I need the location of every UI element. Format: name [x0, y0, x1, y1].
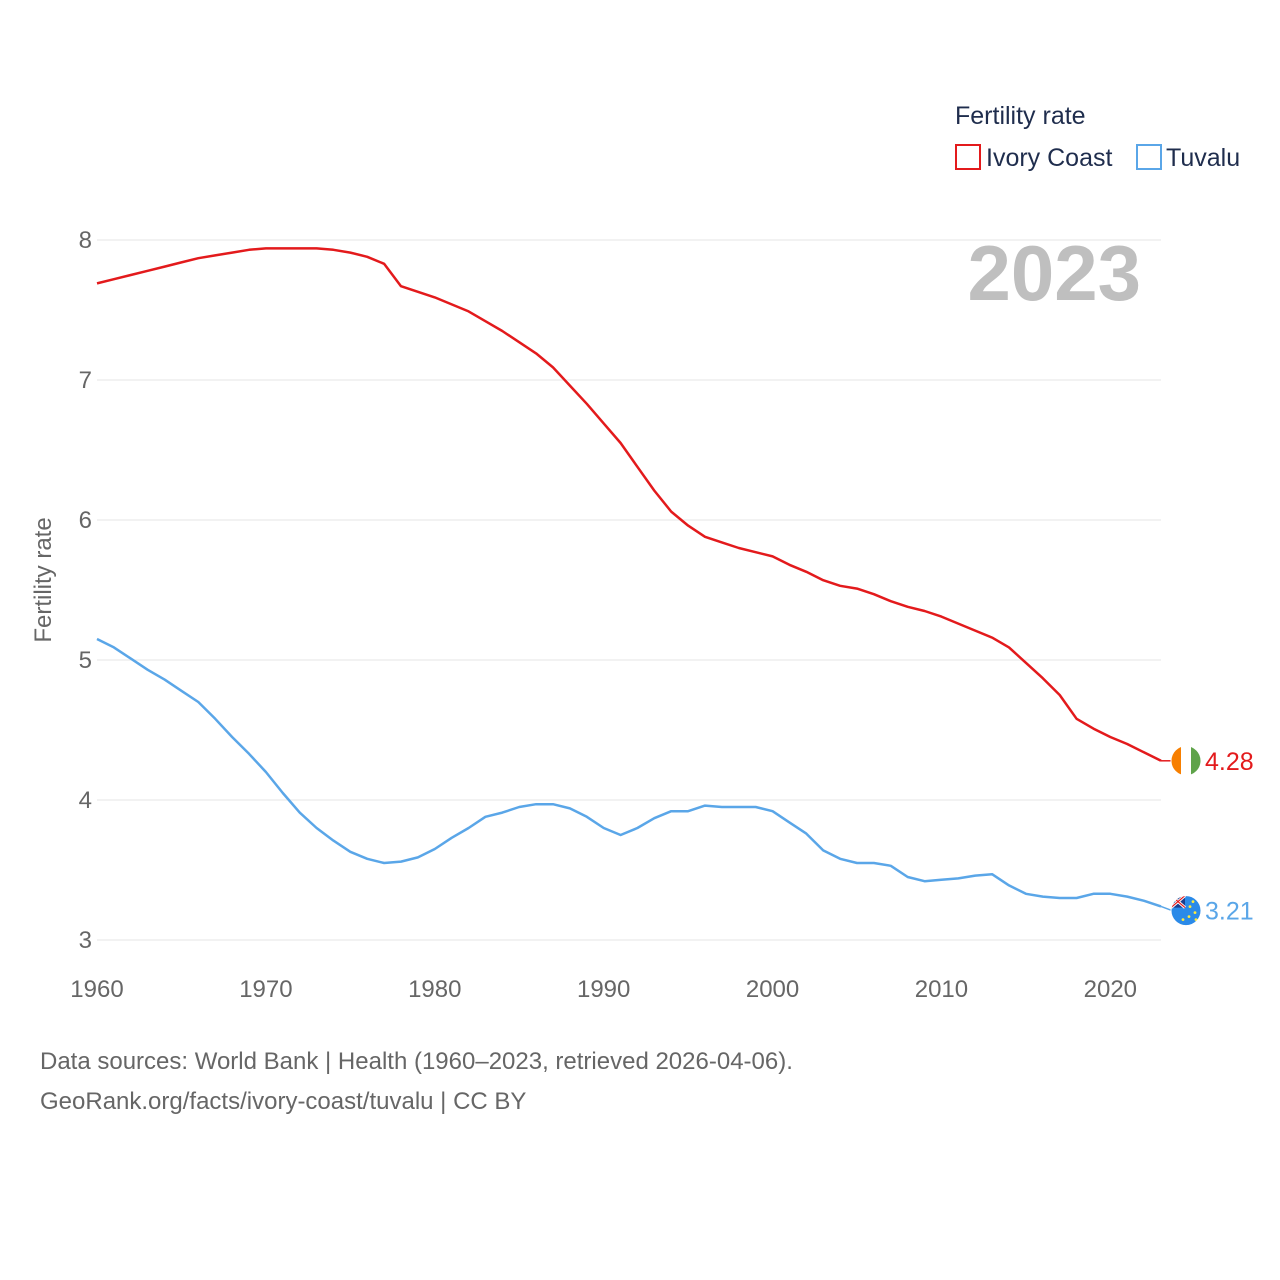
legend-swatch-ivory-coast [955, 144, 981, 170]
y-tick-label: 3 [79, 927, 92, 954]
x-tick-label: 2000 [746, 976, 799, 1003]
legend-title: Fertility rate [955, 102, 1086, 130]
legend-label-ivory-coast: Ivory Coast [986, 144, 1112, 172]
gridlines [97, 239, 1161, 941]
series-line-ivory-coast[interactable] [96, 247, 1162, 762]
series-end-markers: 4.28 3.21 [1160, 745, 1254, 927]
y-tick-label: 6 [79, 507, 92, 534]
end-value-label-ivory-coast: 4.28 [1205, 748, 1254, 776]
x-tick-label: 2020 [1084, 976, 1137, 1003]
legend-label-tuvalu: Tuvalu [1166, 144, 1240, 172]
y-axis-label: Fertility rate [30, 517, 57, 642]
end-connector-tuvalu [1160, 905, 1173, 912]
x-tick-label: 1960 [70, 976, 123, 1003]
x-tick-label: 1990 [577, 976, 630, 1003]
x-tick-label: 2010 [915, 976, 968, 1003]
x-axis-ticks: 1960 1970 1980 1990 2000 2010 2020 [70, 976, 1137, 1003]
legend-item-ivory-coast[interactable]: Ivory Coast [955, 144, 1112, 172]
legend-swatch-tuvalu [1136, 144, 1162, 170]
source-note: Data sources: World Bank | Health (1960–… [40, 1042, 793, 1122]
legend: Fertility rate Ivory Coast Tuvalu [955, 102, 1240, 172]
y-tick-label: 4 [79, 787, 92, 814]
end-value-label-tuvalu: 3.21 [1205, 898, 1254, 926]
y-tick-label: 5 [79, 647, 92, 674]
series-lines [96, 247, 1162, 908]
x-tick-label: 1980 [408, 976, 461, 1003]
year-label: 2023 [967, 229, 1141, 317]
y-tick-label: 7 [79, 367, 92, 394]
x-tick-label: 1970 [239, 976, 292, 1003]
flag-icon-tuvalu [1170, 895, 1202, 927]
license-line[interactable]: GeoRank.org/facts/ivory-coast/tuvalu | C… [40, 1088, 527, 1115]
legend-item-tuvalu[interactable]: Tuvalu [1136, 144, 1240, 172]
y-axis-ticks: 3 4 5 6 7 8 [79, 227, 92, 954]
y-tick-label: 8 [79, 227, 92, 254]
source-line: Data sources: World Bank | Health (1960–… [40, 1048, 793, 1075]
fertility-rate-chart: 3 4 5 6 7 8 1960 1970 1980 1990 2000 2010 2020 Fert… [30, 102, 1254, 1003]
flag-icon-ivory-coast [1170, 745, 1202, 777]
series-line-tuvalu[interactable] [96, 637, 1162, 908]
